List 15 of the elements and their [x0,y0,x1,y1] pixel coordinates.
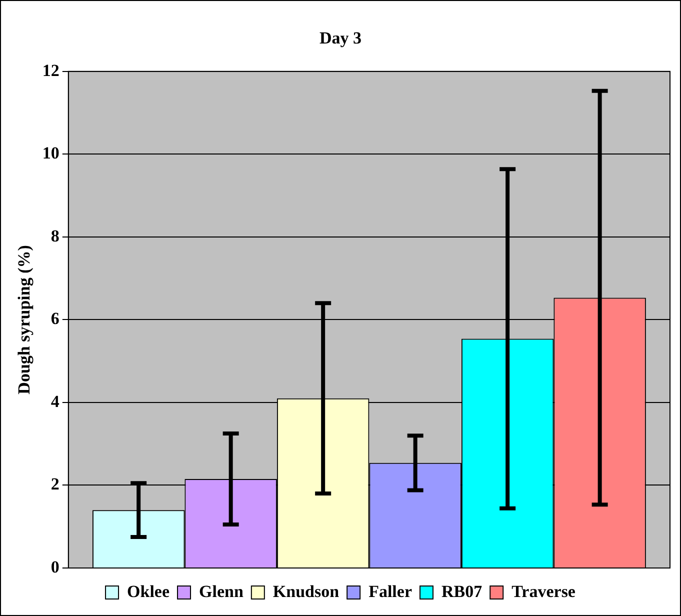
y-tick-label: 10 [42,144,60,163]
y-tick-label: 8 [50,226,60,246]
chart-title: Day 3 [319,28,362,48]
legend-label: Faller [368,582,412,601]
legend-label: RB07 [441,582,483,601]
y-tick-label: 4 [50,392,60,411]
y-axis-title: Dough syruping (%) [14,245,34,394]
legend-label: Oklee [127,582,170,601]
legend-label: Glenn [199,582,244,601]
legend-label: Traverse [512,582,576,601]
y-tick-label: 6 [50,309,60,328]
y-tick-label: 12 [42,60,60,80]
legend-label: Knudson [272,582,340,601]
y-tick-label: 0 [50,557,60,576]
y-tick-label: 2 [50,474,60,494]
